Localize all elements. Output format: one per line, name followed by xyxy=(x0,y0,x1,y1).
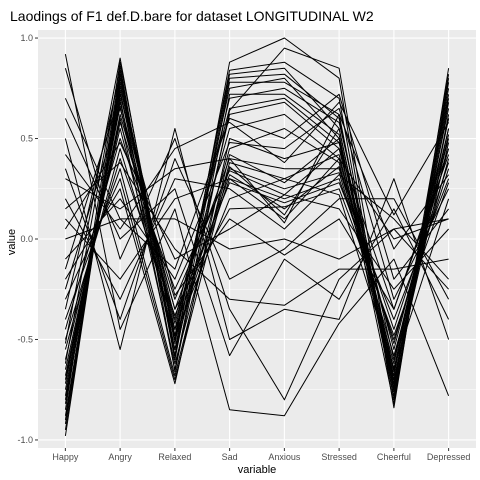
y-axis-label: value xyxy=(6,229,18,255)
x-tick-label: Cheerful xyxy=(377,452,411,462)
series-line-12 xyxy=(64,113,450,380)
series-line-25 xyxy=(64,174,449,300)
x-axis-label: variable xyxy=(238,464,277,476)
x-tick-label: Angry xyxy=(108,452,132,462)
series-lines xyxy=(64,37,450,436)
series-line-17 xyxy=(64,158,450,340)
series-line-36 xyxy=(65,162,449,306)
series-line-26 xyxy=(64,158,450,320)
y-tick-label: 0.5 xyxy=(20,134,33,144)
series-line-29 xyxy=(64,98,449,290)
series-line-18 xyxy=(64,138,450,330)
series-line-23 xyxy=(65,93,449,280)
series-line-14 xyxy=(64,121,450,370)
y-tick-label: 0.0 xyxy=(20,234,33,244)
series-line-37 xyxy=(65,113,450,250)
series-line-27 xyxy=(64,128,450,350)
series-line-38 xyxy=(64,101,450,230)
series-line-22 xyxy=(65,107,450,300)
series-line-19 xyxy=(64,128,450,385)
series-line-30 xyxy=(64,54,450,417)
x-tick-label: Happy xyxy=(52,452,79,462)
series-line-21 xyxy=(64,82,450,405)
y-axis-ticks: -1.0 -0.5 0.0 0.5 1.0 xyxy=(17,33,38,445)
y-tick-label: -0.5 xyxy=(17,334,33,344)
series-line-32 xyxy=(64,37,450,409)
y-tick-label: -1.0 xyxy=(17,435,33,445)
series-line-31 xyxy=(64,68,449,401)
series-line-35 xyxy=(64,142,449,290)
series-line-10 xyxy=(64,101,450,390)
x-tick-label: Stressed xyxy=(321,452,357,462)
series-line-28 xyxy=(64,118,450,357)
y-tick-label: 1.0 xyxy=(20,33,33,43)
x-tick-label: Relaxed xyxy=(158,452,191,462)
series-line-16 xyxy=(64,148,450,350)
x-tick-label: Sad xyxy=(222,452,238,462)
series-line-34 xyxy=(64,107,450,336)
chart-title: Laodings of F1 def.D.bare for dataset LO… xyxy=(10,8,374,24)
x-tick-label: Depressed xyxy=(427,452,471,462)
x-tick-label: Anxious xyxy=(268,452,301,462)
series-line-40 xyxy=(64,93,450,310)
series-line-39 xyxy=(64,47,450,389)
x-axis-ticks: Happy Angry Relaxed Sad Anxious Stressed Cheer… xyxy=(52,448,470,462)
